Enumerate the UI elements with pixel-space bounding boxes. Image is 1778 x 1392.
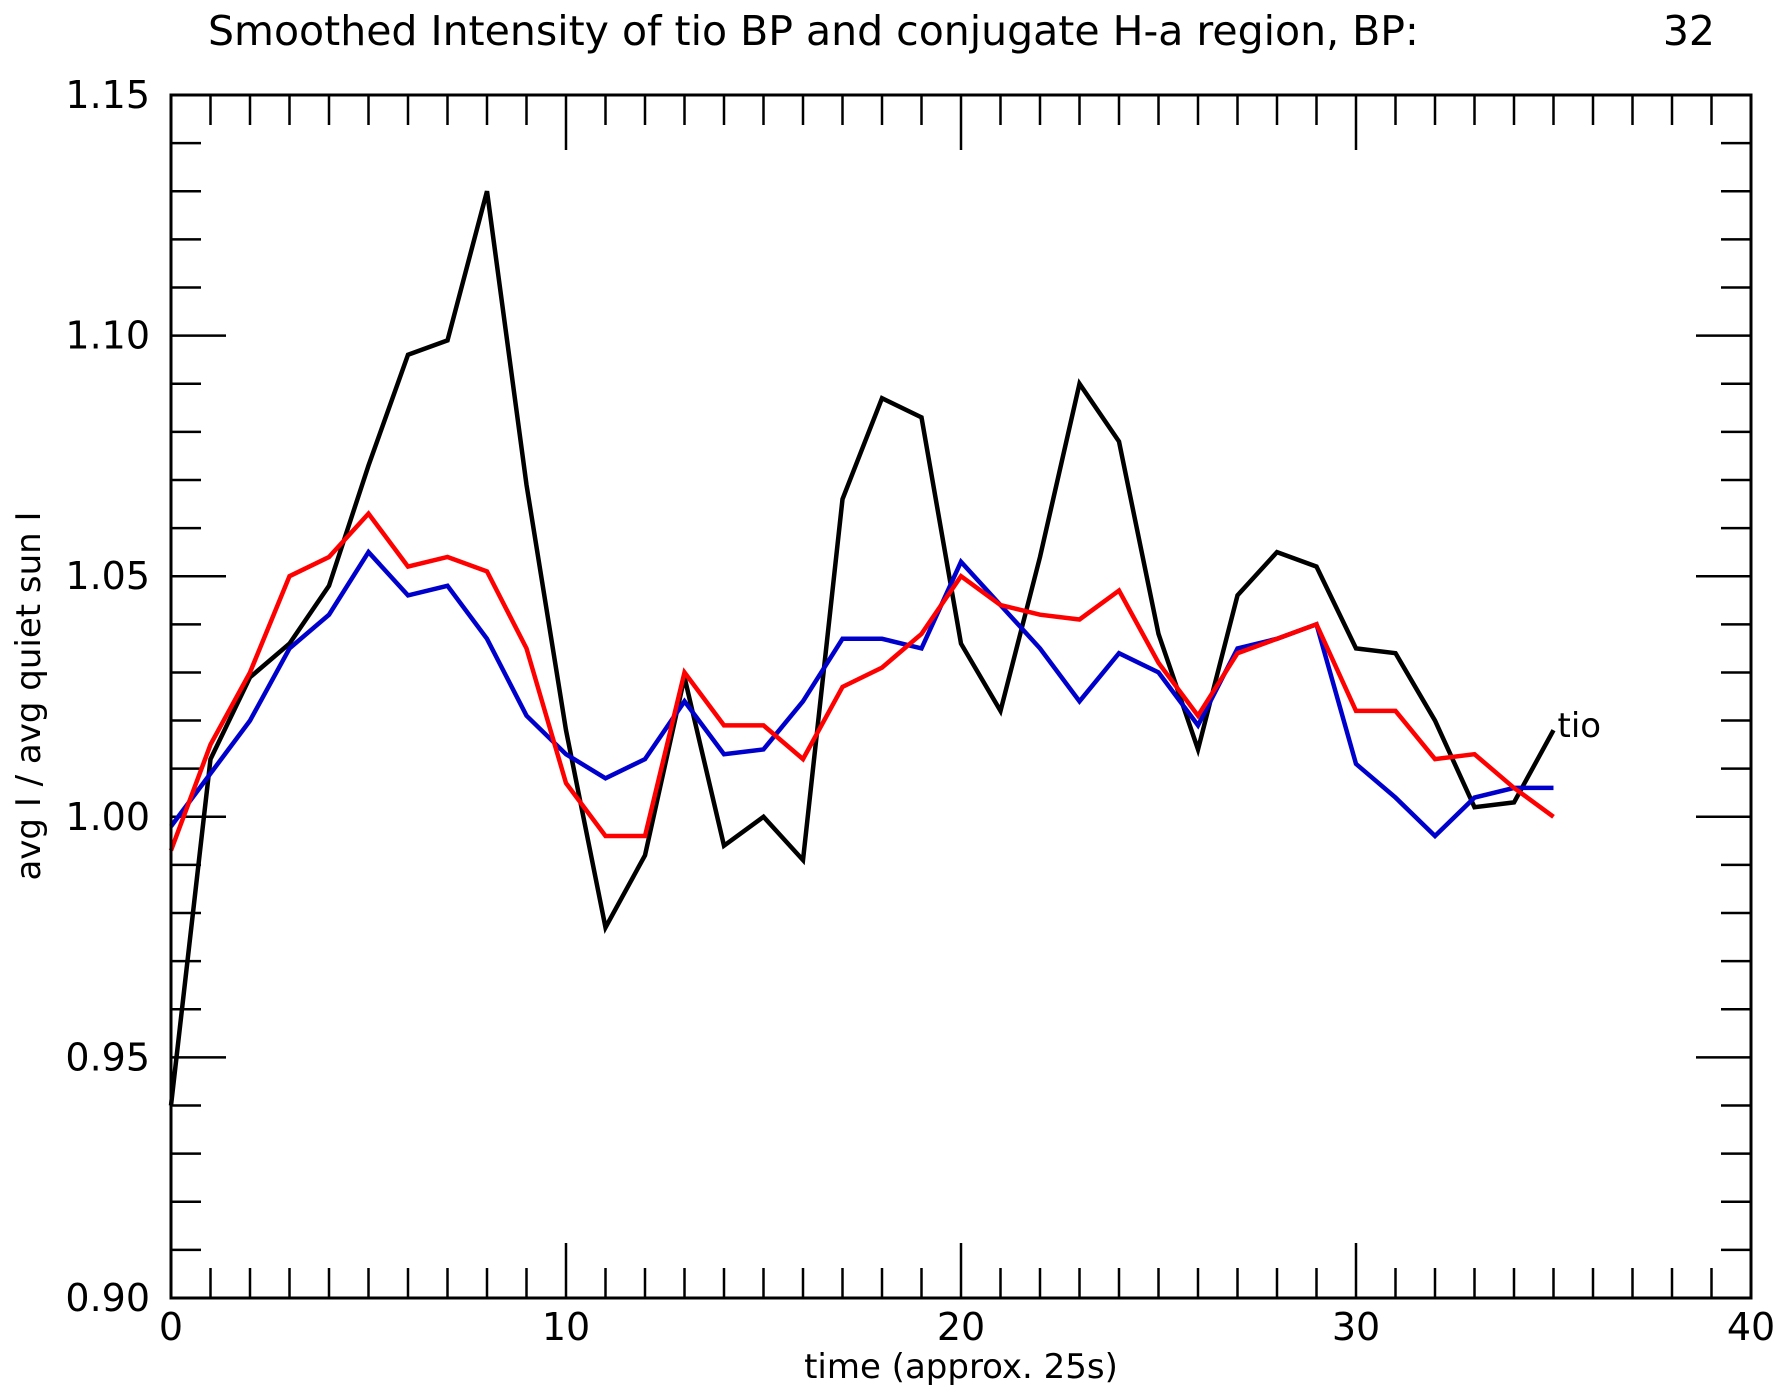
x-tick-label: 20	[937, 1305, 985, 1349]
y-tick-label: 1.00	[65, 795, 150, 839]
chart-title-value: 32	[1663, 7, 1715, 55]
plot-frame	[169, 93, 1753, 1300]
x-tick-label: 0	[159, 1305, 183, 1349]
x-tick-label: 10	[542, 1305, 590, 1349]
y-tick-label: 1.10	[65, 314, 150, 358]
series-label-tio: tio	[1558, 706, 1602, 746]
y-tick-label: 1.05	[65, 554, 150, 598]
x-tick-label: 30	[1332, 1305, 1380, 1349]
y-tick-label: 0.90	[65, 1276, 150, 1320]
y-tick-label: 1.15	[65, 73, 150, 117]
axis-ticks	[169, 93, 1753, 1300]
y-axis-label: avg I / avg quiet sun I	[9, 511, 49, 880]
x-tick-label: 40	[1727, 1305, 1775, 1349]
x-axis-label: time (approx. 25s)	[804, 1347, 1118, 1387]
series-lines	[168, 190, 1556, 1106]
series-line-3	[168, 510, 1555, 852]
y-tick-labels: 0.90 0.95 1.00 1.05 1.10 1.15	[65, 73, 150, 1320]
series-line-tio	[168, 190, 1556, 1106]
x-tick-labels: 0 10 20 30 40	[159, 1305, 1775, 1349]
series-line-2	[169, 548, 1554, 840]
chart-title: Smoothed Intensity of tio BP and conjuga…	[208, 7, 1419, 55]
y-tick-label: 0.95	[65, 1035, 150, 1079]
